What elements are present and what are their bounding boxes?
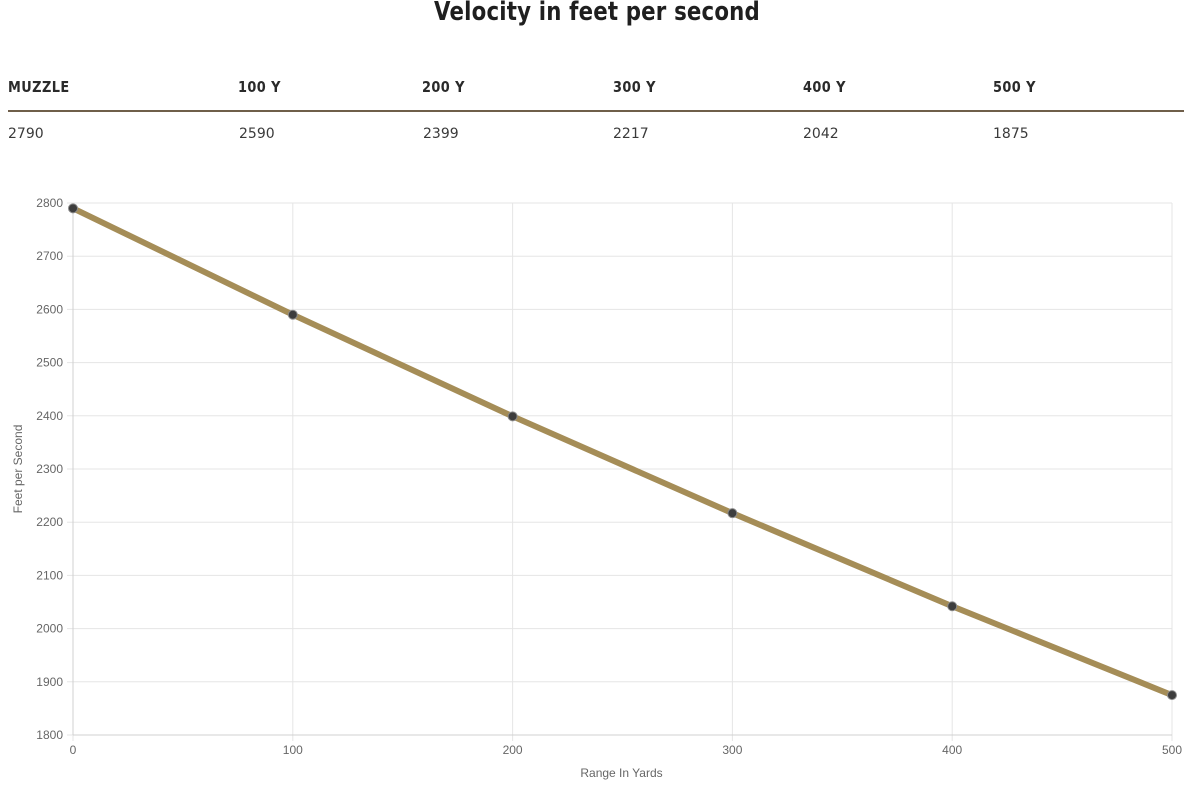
velocity-value-muzzle: 2790	[8, 126, 44, 142]
y-tick-label: 2300	[36, 462, 63, 476]
y-tick-label: 2600	[36, 302, 63, 316]
y-tick-label: 2700	[36, 249, 63, 263]
y-tick-label: 2800	[36, 196, 63, 210]
column-header-200y: 200 Y	[422, 78, 465, 96]
chart-series	[68, 203, 1177, 701]
velocity-value-500y: 1875	[993, 126, 1029, 142]
data-point[interactable]	[947, 601, 958, 612]
x-tick-label: 300	[722, 743, 742, 757]
chart-grid	[67, 202, 1173, 741]
x-tick-label: 500	[1162, 743, 1182, 757]
y-tick-label: 1800	[36, 728, 63, 742]
data-point[interactable]	[727, 508, 738, 519]
y-tick-label: 2000	[36, 622, 63, 636]
x-axis-label: Range In Yards	[580, 766, 662, 780]
y-tick-label: 2400	[36, 409, 63, 423]
column-header-500y: 500 Y	[993, 78, 1036, 96]
data-point[interactable]	[507, 411, 518, 422]
y-tick-label: 2200	[36, 515, 63, 529]
x-tick-label: 200	[503, 743, 523, 757]
velocity-table-row: 2790 2590 2399 2217 2042 1875	[8, 112, 1184, 152]
velocity-value-100y: 2590	[239, 126, 275, 142]
column-header-100y: 100 Y	[238, 78, 281, 96]
data-point[interactable]	[1167, 690, 1177, 701]
chart-tick-labels: 1800190020002100220023002400250026002700…	[36, 196, 1182, 757]
x-tick-label: 400	[942, 743, 962, 757]
chart-axes	[72, 203, 1172, 736]
series-line	[70, 205, 1175, 699]
column-header-muzzle: MUZZLE	[8, 78, 70, 96]
data-point[interactable]	[68, 203, 78, 214]
velocity-value-200y: 2399	[423, 126, 459, 142]
y-tick-label: 2500	[36, 356, 63, 370]
x-tick-label: 0	[70, 743, 77, 757]
velocity-value-400y: 2042	[803, 126, 839, 142]
y-tick-label: 2100	[36, 568, 63, 582]
data-point[interactable]	[287, 309, 298, 320]
x-tick-label: 100	[283, 743, 303, 757]
column-header-400y: 400 Y	[803, 78, 846, 96]
y-axis-label: Feet per Second	[11, 425, 25, 514]
page-title: Velocity in feet per second	[434, 0, 760, 27]
column-header-300y: 300 Y	[613, 78, 656, 96]
y-tick-label: 1900	[36, 675, 63, 689]
velocity-table-header: MUZZLE 100 Y 200 Y 300 Y 400 Y 500 Y	[8, 74, 1184, 112]
velocity-value-300y: 2217	[613, 126, 649, 142]
velocity-table: MUZZLE 100 Y 200 Y 300 Y 400 Y 500 Y 279…	[8, 74, 1184, 152]
